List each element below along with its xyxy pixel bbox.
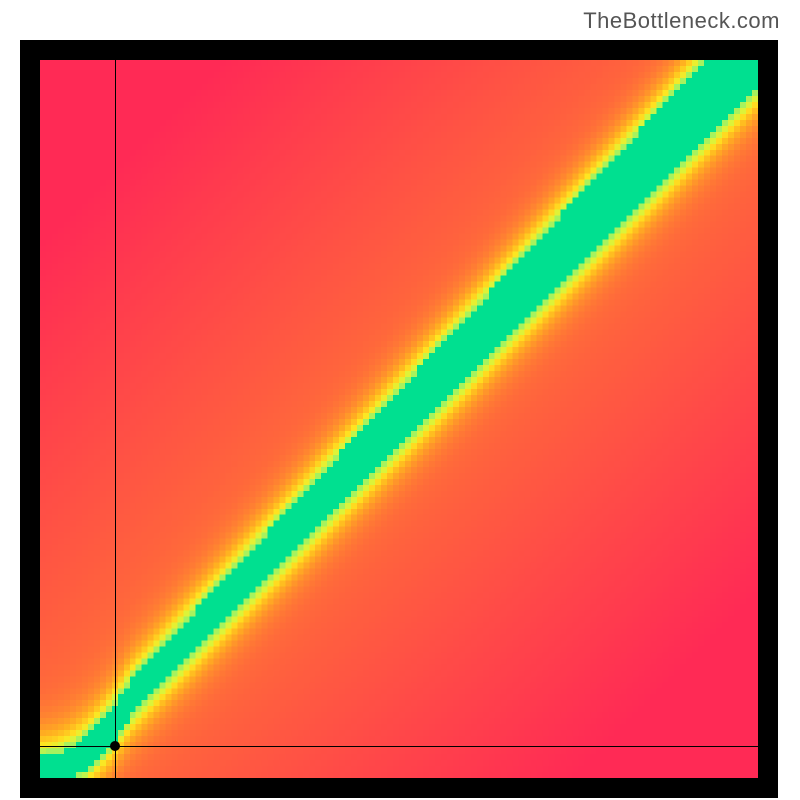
crosshair-vertical-line (115, 60, 116, 778)
crosshair-marker-dot (110, 741, 120, 751)
watermark-text: TheBottleneck.com (583, 8, 780, 34)
crosshair-horizontal-line (40, 746, 758, 747)
bottleneck-heatmap (40, 60, 758, 778)
chart-frame (20, 40, 778, 798)
